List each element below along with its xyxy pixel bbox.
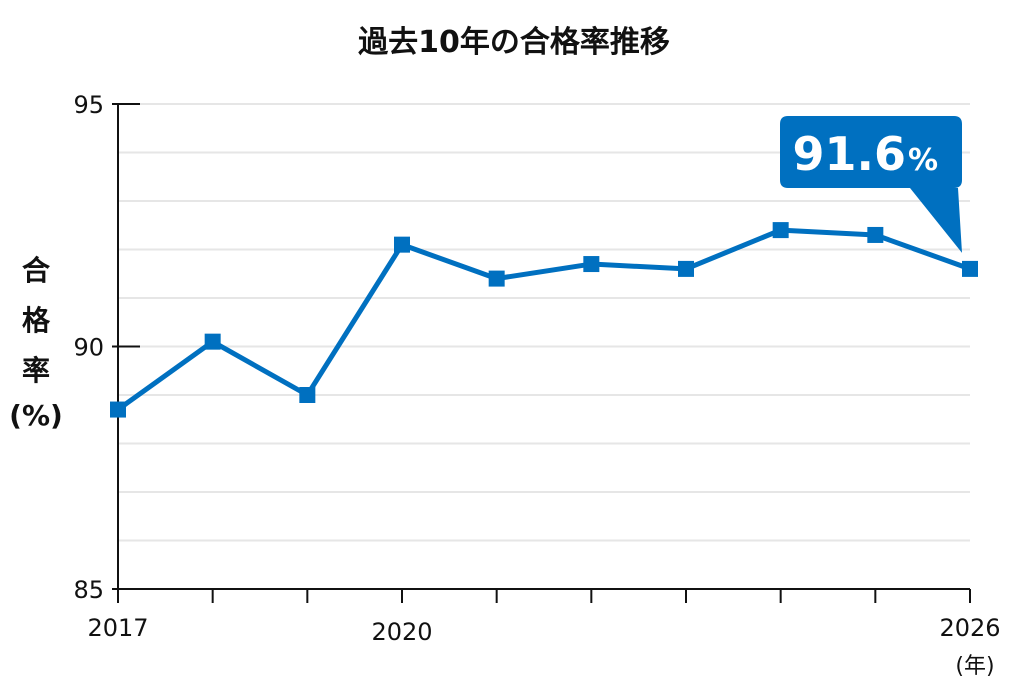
data-point-2025 xyxy=(867,226,884,243)
callout-value: 91.6 xyxy=(793,127,907,181)
y-axis-label-unit: (%) xyxy=(9,399,63,432)
data-point-2021 xyxy=(488,270,505,287)
series-line xyxy=(116,227,971,412)
x-tick-label-2017: 2017 xyxy=(87,614,148,642)
y-axis-label-char-1: 合 xyxy=(22,254,51,287)
data-point-2026 xyxy=(962,260,978,277)
y-tick-labels: 85 90 95 xyxy=(73,91,104,604)
data-point-2023 xyxy=(678,260,694,277)
series-markers xyxy=(110,222,978,418)
series-line-group xyxy=(116,227,971,412)
callout-bubble xyxy=(780,116,962,253)
y-axis-label: 合 格 率 (%) xyxy=(9,254,63,432)
axes xyxy=(112,103,971,603)
data-point-2024 xyxy=(772,222,789,239)
x-tick-label-2026: 2026 xyxy=(939,614,1000,642)
data-point-2020 xyxy=(394,236,410,253)
data-point-2018 xyxy=(204,333,221,350)
chart-title: 過去10年の合格率推移 xyxy=(358,25,670,60)
x-tick-labels: 2017 2020 2026 xyxy=(87,614,1000,646)
y-axis-label-char-3: 率 xyxy=(22,354,50,387)
y-tick-label-95: 95 xyxy=(73,91,104,119)
y-axis-label-char-2: 格 xyxy=(22,304,51,337)
value-callout: 91.6 % xyxy=(780,116,962,253)
y-tick-label-85: 85 xyxy=(73,576,104,604)
data-point-2019 xyxy=(299,387,316,403)
grid-lines xyxy=(118,103,970,542)
x-tick-label-2020: 2020 xyxy=(371,618,432,646)
callout-unit: % xyxy=(908,143,938,178)
y-tick-label-90: 90 xyxy=(73,334,104,362)
data-point-2017 xyxy=(110,401,126,418)
data-point-2022 xyxy=(583,256,600,273)
x-axis-unit: (年) xyxy=(955,654,994,679)
